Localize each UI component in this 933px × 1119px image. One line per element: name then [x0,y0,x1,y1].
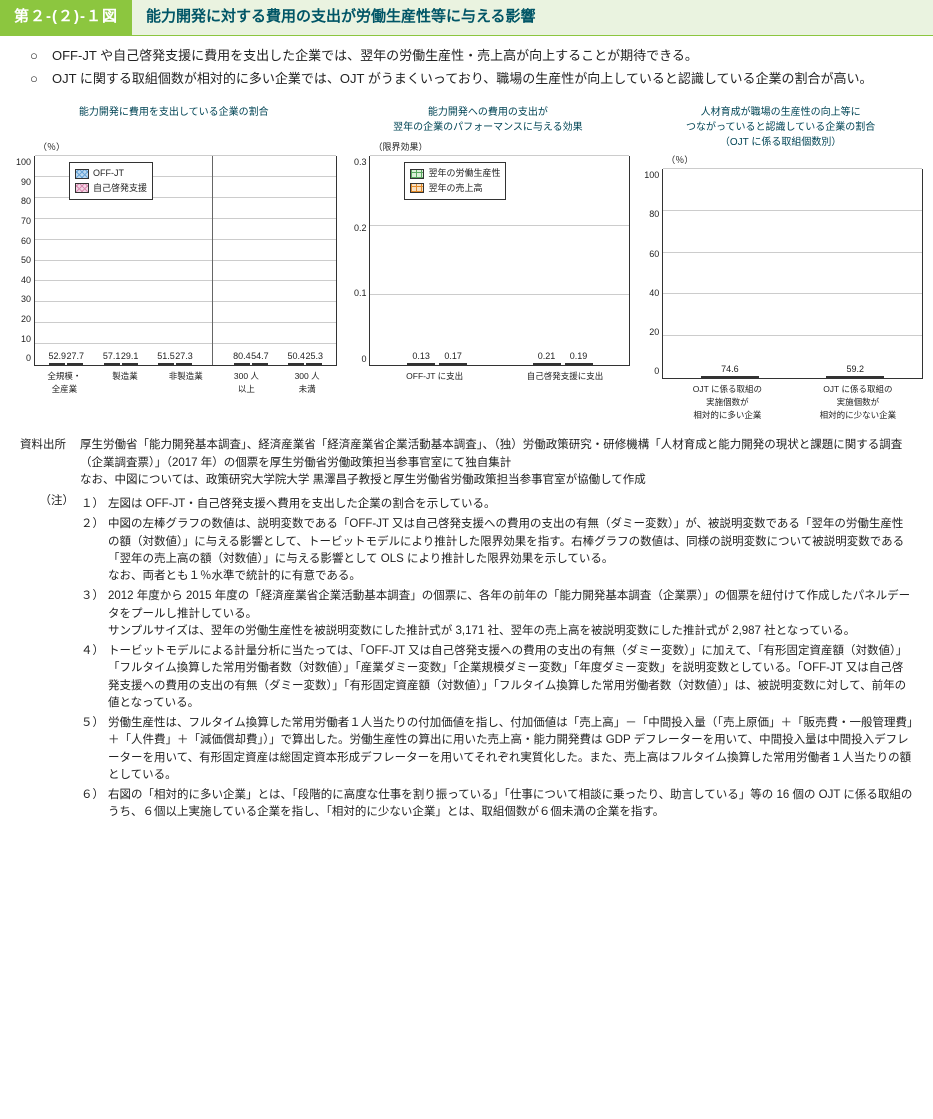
y-axis: 0.30.20.10 [345,156,369,366]
chart-title: 能力開発への費用の支出が 翌年の企業のパフォーマンスに与える効果 [393,105,583,137]
x-axis: OFF-JT に支出自己啓発支援に支出 [345,370,630,383]
notes-list: １）左図は OFF-JT・自己啓発支援へ費用を支出した企業の割合を示している。２… [80,493,913,822]
source-label: 資料出所 [20,437,80,489]
y-axis: 1009080706050403020100 [10,156,34,366]
y-unit: （％） [666,154,693,168]
source-text: 厚生労働省「能力開発基本調査」、経済産業省「経済産業省企業活動基本調査」、（独）… [80,437,913,472]
y-unit: （％） [38,141,65,155]
x-axis: OJT に係る取組の 実施個数が 相対的に多い企業OJT に係る取組の 実施個数… [638,383,923,421]
figure-title: 能力開発に対する費用の支出が労働生産性等に与える影響 [132,0,933,35]
legend: OFF-JT自己啓発支援 [69,162,153,200]
notes-label: （注） [20,493,80,822]
bullet-marker: ○ [30,46,52,66]
chart-right: 人材育成が職場の生産性の向上等に つながっていると認識している企業の割合 （OJ… [638,105,923,422]
bullet-marker: ○ [30,69,52,89]
bullet-text: OJT に関する取組個数が相対的に多い企業では、OJT がうまくいっており、職場… [52,69,873,89]
chart-middle: 能力開発への費用の支出が 翌年の企業のパフォーマンスに与える効果 （限界効果） … [345,105,630,422]
y-unit: （限界効果） [373,141,427,155]
figure-header: 第２-(２)-１図 能力開発に対する費用の支出が労働生産性等に与える影響 [0,0,933,36]
legend: 翌年の労働生産性翌年の売上高 [404,162,506,200]
y-axis: 100806040200 [638,169,662,379]
summary-bullets: ○ OFF-JT や自己啓発支援に費用を支出した企業では、翌年の労働生産性・売上… [0,36,933,101]
charts-row: 能力開発に費用を支出している企業の割合 （％） 1009080706050403… [0,101,933,432]
sources-notes: 資料出所 厚生労働省「能力開発基本調査」、経済産業省「経済産業省企業活動基本調査… [0,431,933,833]
plot-grid: OFF-JT自己啓発支援 52.927.757.129.151.527.380.… [34,156,337,366]
source-text: なお、中図については、政策研究大学院大学 黒澤昌子教授と厚生労働省労働政策担当参… [80,472,913,489]
chart-title: 能力開発に費用を支出している企業の割合 [79,105,269,137]
bullet-text: OFF-JT や自己啓発支援に費用を支出した企業では、翌年の労働生産性・売上高が… [52,46,698,66]
plot-grid: 74.659.2 [662,169,923,379]
chart-title: 人材育成が職場の生産性の向上等に つながっていると認識している企業の割合 （OJ… [686,105,875,150]
plot-grid: 翌年の労働生産性翌年の売上高 0.130.170.210.19 [369,156,630,366]
figure-number: 第２-(２)-１図 [0,0,132,35]
x-axis: 全規模・ 全産業製造業非製造業300 人 以上300 人 未満 [10,370,337,396]
chart-left: 能力開発に費用を支出している企業の割合 （％） 1009080706050403… [10,105,337,422]
